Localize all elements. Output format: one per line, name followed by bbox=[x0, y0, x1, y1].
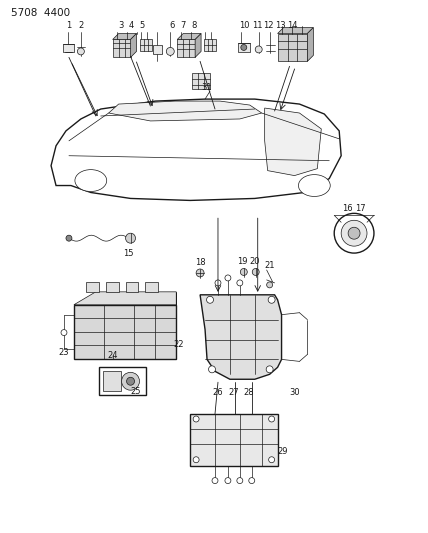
Polygon shape bbox=[278, 28, 313, 34]
Polygon shape bbox=[307, 28, 313, 61]
Polygon shape bbox=[278, 34, 307, 61]
Polygon shape bbox=[51, 99, 341, 200]
Polygon shape bbox=[125, 282, 139, 292]
Bar bbox=[238, 44, 250, 52]
Text: 12: 12 bbox=[263, 21, 274, 30]
Circle shape bbox=[241, 44, 247, 51]
Polygon shape bbox=[177, 34, 201, 39]
Ellipse shape bbox=[75, 169, 107, 191]
Polygon shape bbox=[204, 39, 216, 51]
Text: 16: 16 bbox=[342, 204, 352, 213]
Bar bbox=[190, 414, 278, 466]
Circle shape bbox=[267, 282, 273, 288]
Polygon shape bbox=[113, 34, 137, 39]
Text: 8: 8 bbox=[191, 21, 197, 30]
Text: 17: 17 bbox=[355, 204, 366, 213]
Bar bbox=[99, 367, 146, 395]
Circle shape bbox=[208, 366, 215, 373]
Text: 25: 25 bbox=[130, 386, 141, 395]
Circle shape bbox=[341, 220, 367, 246]
Circle shape bbox=[237, 280, 243, 286]
Circle shape bbox=[196, 269, 204, 277]
Text: 2: 2 bbox=[78, 21, 83, 30]
Circle shape bbox=[237, 478, 243, 483]
Text: 13: 13 bbox=[275, 21, 286, 30]
Circle shape bbox=[77, 48, 84, 55]
Text: 31: 31 bbox=[202, 83, 212, 92]
Text: 5708  4400: 5708 4400 bbox=[11, 7, 71, 18]
Circle shape bbox=[212, 478, 218, 483]
Text: 10: 10 bbox=[240, 21, 250, 30]
Text: 5: 5 bbox=[140, 21, 145, 30]
Text: 3: 3 bbox=[118, 21, 123, 30]
Text: 15: 15 bbox=[123, 248, 134, 257]
Circle shape bbox=[269, 457, 275, 463]
Text: 18: 18 bbox=[195, 257, 205, 266]
Text: 22: 22 bbox=[173, 340, 184, 349]
Text: 11: 11 bbox=[253, 21, 263, 30]
Text: 7: 7 bbox=[181, 21, 186, 30]
Circle shape bbox=[225, 478, 231, 483]
Polygon shape bbox=[109, 101, 262, 121]
Circle shape bbox=[269, 416, 275, 422]
Circle shape bbox=[255, 46, 262, 53]
Text: 24: 24 bbox=[107, 351, 118, 360]
Polygon shape bbox=[200, 295, 282, 379]
Circle shape bbox=[166, 47, 174, 55]
Circle shape bbox=[348, 227, 360, 239]
Circle shape bbox=[207, 296, 214, 303]
Text: 6: 6 bbox=[169, 21, 175, 30]
Polygon shape bbox=[86, 282, 99, 292]
Text: 30: 30 bbox=[289, 387, 300, 397]
Polygon shape bbox=[131, 34, 137, 58]
Polygon shape bbox=[113, 39, 131, 58]
Circle shape bbox=[215, 280, 221, 286]
Text: 21: 21 bbox=[265, 261, 275, 270]
Text: 14: 14 bbox=[287, 21, 298, 30]
Circle shape bbox=[125, 233, 136, 243]
Bar bbox=[153, 45, 162, 54]
Bar bbox=[103, 372, 121, 391]
Polygon shape bbox=[265, 108, 321, 175]
Polygon shape bbox=[74, 292, 176, 305]
Text: 23: 23 bbox=[59, 348, 69, 357]
Text: 4: 4 bbox=[129, 21, 134, 30]
Circle shape bbox=[193, 457, 199, 463]
Circle shape bbox=[193, 416, 199, 422]
Polygon shape bbox=[195, 34, 201, 58]
Circle shape bbox=[225, 275, 231, 281]
Circle shape bbox=[252, 269, 259, 276]
Polygon shape bbox=[140, 39, 152, 51]
Text: 29: 29 bbox=[277, 447, 288, 456]
Circle shape bbox=[334, 213, 374, 253]
Polygon shape bbox=[177, 39, 195, 58]
Text: 27: 27 bbox=[229, 387, 239, 397]
Polygon shape bbox=[146, 282, 158, 292]
Text: 28: 28 bbox=[244, 387, 254, 397]
Text: 1: 1 bbox=[66, 21, 71, 30]
Polygon shape bbox=[192, 73, 210, 89]
Bar bbox=[74, 305, 176, 359]
Circle shape bbox=[241, 269, 247, 276]
Text: 20: 20 bbox=[250, 256, 260, 265]
Bar bbox=[63, 44, 74, 52]
Text: 19: 19 bbox=[238, 256, 248, 265]
Circle shape bbox=[127, 377, 134, 385]
Circle shape bbox=[249, 478, 255, 483]
Circle shape bbox=[61, 329, 67, 336]
Circle shape bbox=[268, 296, 275, 303]
Circle shape bbox=[122, 373, 140, 390]
Text: 26: 26 bbox=[213, 387, 223, 397]
Circle shape bbox=[66, 235, 72, 241]
Circle shape bbox=[266, 366, 273, 373]
Polygon shape bbox=[106, 282, 119, 292]
Ellipse shape bbox=[298, 175, 330, 197]
